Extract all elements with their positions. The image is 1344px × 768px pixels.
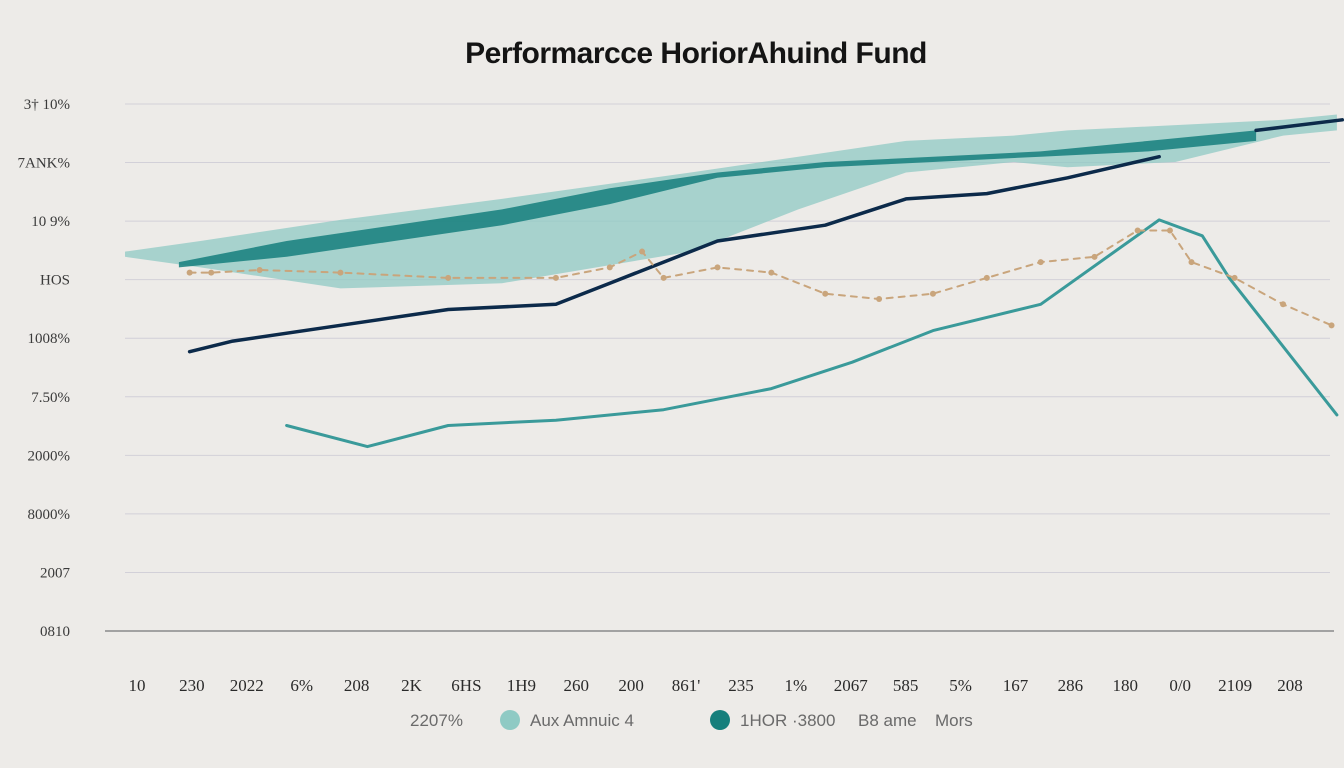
data-point [1280, 301, 1287, 308]
y-tick-label: 3† 10% [24, 97, 70, 113]
y-tick-label: 8000% [28, 507, 71, 523]
x-tick-label: 235 [728, 676, 754, 695]
data-point [822, 290, 829, 297]
data-point [983, 274, 990, 281]
x-tick-label: 2109 [1218, 676, 1252, 695]
data-point [1231, 274, 1238, 281]
line-series-3 [1254, 118, 1344, 133]
x-tick-label: 6% [290, 676, 313, 695]
x-tick-label: 2022 [230, 676, 264, 695]
chart-title: Performarcce HoriorAhuind Fund [465, 37, 927, 70]
x-tick-label: 286 [1058, 676, 1084, 695]
x-tick-label: 260 [563, 676, 589, 695]
x-tick-labels: 10 230 2022 6% 208 2K 6HS 1H9 260 200 861' 235 1% 206… [129, 676, 1303, 695]
x-tick-label: 2067 [834, 676, 869, 695]
x-tick-label: 208 [1277, 676, 1303, 695]
band-series-1 [178, 130, 1257, 268]
x-tick-label: 6HS [451, 676, 481, 695]
x-tick-label: 861' [672, 676, 701, 695]
data-point [1134, 227, 1141, 234]
x-tick-label: 585 [893, 676, 919, 695]
data-point [552, 274, 559, 281]
y-tick-label: 0810 [40, 624, 70, 640]
legend-swatch [710, 710, 730, 730]
data-point [256, 267, 263, 274]
x-tick-label: 208 [344, 676, 370, 695]
y-tick-label: 7ANK% [18, 156, 71, 172]
band-series-0 [125, 114, 1337, 289]
y-tick-label: 2007 [40, 565, 71, 581]
legend-label: Aux Amnuic 4 [530, 711, 634, 730]
y-tick-label: 1008% [28, 331, 71, 347]
x-tick-label: 1H9 [507, 676, 536, 695]
y-tick-label: 7.50% [31, 390, 70, 406]
data-point [1166, 227, 1173, 234]
x-tick-label: 167 [1003, 676, 1029, 695]
data-point [445, 274, 452, 281]
legend-label: 2207% [410, 711, 463, 730]
data-point [337, 269, 344, 276]
series-layer [125, 114, 1344, 449]
data-point [1188, 259, 1195, 266]
y-tick-label: 2000% [28, 448, 71, 464]
line-series-4 [285, 218, 1339, 449]
x-tick-label: 230 [179, 676, 205, 695]
legend-swatch [500, 710, 520, 730]
x-tick-label: 0/0 [1169, 676, 1191, 695]
data-point [768, 269, 775, 276]
legend-label: Mors [935, 711, 973, 730]
data-point [1328, 322, 1335, 329]
y-tick-label: 10 9% [31, 214, 70, 230]
line-series-5 [188, 229, 1333, 327]
x-tick-label: 5% [949, 676, 972, 695]
x-tick-label: 2K [401, 676, 423, 695]
x-tick-label: 1% [785, 676, 808, 695]
legend: 2207% Aux Amnuic 4 1HOR ·3800 B8 ame Mors [410, 710, 973, 730]
data-point [606, 264, 613, 271]
data-point [1091, 253, 1098, 260]
data-point [1037, 259, 1044, 266]
y-tick-labels: 3† 10% 7ANK% 10 9% HOS 1008% 7.50% 2000% 8000% 2… [18, 97, 71, 640]
legend-label: B8 ame [858, 711, 917, 730]
data-point [714, 264, 721, 271]
data-point [929, 290, 936, 297]
line-series-2 [187, 154, 1161, 354]
data-point [639, 248, 646, 255]
data-point [876, 295, 883, 302]
y-tick-label: HOS [40, 273, 70, 289]
data-point [660, 274, 667, 281]
legend-label: 1HOR ·3800 [740, 711, 835, 730]
data-point [208, 269, 215, 276]
x-tick-label: 180 [1113, 676, 1139, 695]
x-tick-label: 10 [129, 676, 146, 695]
data-point [186, 269, 193, 276]
x-tick-label: 200 [618, 676, 644, 695]
